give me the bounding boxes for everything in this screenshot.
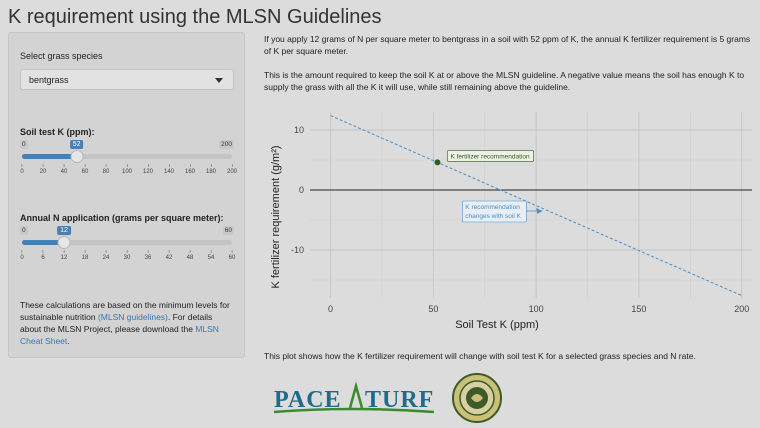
grass-swoosh-icon [273,407,435,414]
x-tick-label: 50 [428,304,438,314]
change-label-line: K recommendation [465,204,520,211]
note-text: . [67,336,70,346]
slider-tick-label: 0 [20,164,23,175]
soilk-slider[interactable]: 0 200 52 0 20 40 60 80 100 120 140 160 180 200 [20,140,237,182]
slider-fill [22,240,64,245]
soilk-label: Soil test K (ppm): [20,127,95,137]
recommendation-label: K fertilizer recommendation [450,153,529,160]
slider-min: 0 [20,226,28,235]
slider-min: 0 [20,140,28,149]
species-select[interactable]: bentgrass [20,69,234,90]
y-tick-label: 0 [299,185,304,195]
slider-tick-label: 12 [61,250,68,261]
y-tick-label: 10 [294,125,304,135]
plot-caption: This plot shows how the K fertilizer req… [264,351,696,361]
slider-tick-label: 20 [40,164,47,175]
arrow-head-icon [536,208,543,214]
sidebar-note: These calculations are based on the mini… [20,299,234,347]
x-axis-label: Soil Test K (ppm) [455,319,539,331]
x-tick-label: 200 [734,304,749,314]
logos: PACE TURF [270,372,510,428]
caret-down-icon [215,78,223,83]
slider-tick-label: 0 [20,250,23,261]
page-title: K requirement using the MLSN Guidelines [8,6,382,28]
slider-tick-label: 40 [61,164,68,175]
slider-tick-label: 42 [166,250,173,261]
explanation-text: This is the amount required to keep the … [264,70,745,92]
sidebar-panel: Select grass species bentgrass Soil test… [8,32,245,358]
n-slider[interactable]: 0 60 12 0 6 12 18 24 30 36 42 48 54 60 [20,226,235,268]
slider-tick-label: 80 [103,164,110,175]
recommendation-label-box [447,150,534,162]
k-requirement-chart: 0 50 100 150 200 -10 0 10 K fertilizer recommend… [270,112,752,331]
slider-tick-label: 6 [41,250,44,261]
result-text: If you apply 12 grams of N per square me… [264,34,751,56]
slider-tick-label: 160 [185,164,195,175]
x-tick-label: 0 [328,304,333,314]
slider-ticks: 0 20 40 60 80 100 120 140 160 180 200 [20,164,237,180]
slider-tick-label: 18 [82,250,89,261]
species-label: Select grass species [20,51,103,61]
y-axis-label: K fertilizer requirement (g/m²) [270,145,282,288]
slider-handle[interactable] [57,236,71,249]
slider-handle[interactable] [70,150,84,163]
change-label-box [462,200,527,223]
slider-tick-label: 180 [206,164,216,175]
current-recommendation-point [434,159,441,166]
slider-track[interactable] [22,154,232,159]
slider-tick-label: 60 [229,250,236,261]
seal-icon [452,373,502,423]
slider-ticks: 0 6 12 18 24 30 36 42 48 54 60 [20,250,235,266]
x-tick-label: 100 [529,304,544,314]
slider-tick-label: 36 [145,250,152,261]
note-text: These calculations are based on the mini… [20,300,230,322]
mlsn-guidelines-link[interactable]: (MLSN guidelines) [97,312,168,322]
change-label-line: changes with soil K [465,213,521,220]
slider-tick-label: 120 [143,164,153,175]
slider-tick-label: 140 [164,164,174,175]
slider-value: 12 [57,226,71,235]
slider-value: 52 [69,140,84,149]
slider-tick-label: 100 [122,164,132,175]
slider-tick-label: 54 [208,250,215,261]
slider-tick-label: 48 [187,250,194,261]
slider-tick-label: 200 [227,164,237,175]
plot-panel [310,112,752,298]
slider-tick-label: 24 [103,250,110,261]
note-text: . For details about the MLSN Project, pl… [20,312,213,334]
slider-tick-label: 60 [82,164,89,175]
mlsn-cheat-sheet-link[interactable]: MLSN Cheat Sheet [20,324,219,346]
slider-max: 200 [219,140,234,149]
y-tick-label: -10 [291,245,304,255]
slider-track[interactable] [22,240,232,245]
slider-max: 60 [222,226,234,235]
n-label: Annual N application (grams per square m… [20,213,224,223]
paceturf-logo: PACE TURF [273,373,502,423]
grass-icon [348,381,364,409]
x-tick-label: 150 [631,304,646,314]
species-select-value: bentgrass [29,75,69,85]
slider-tick-label: 30 [124,250,131,261]
slider-fill [22,154,77,159]
